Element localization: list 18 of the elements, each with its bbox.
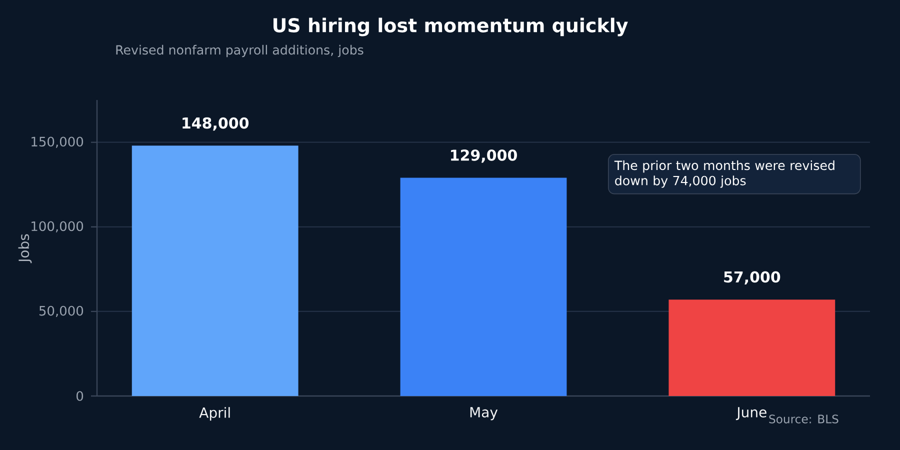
bar: [132, 146, 298, 396]
chart-subtitle: Revised nonfarm payroll additions, jobs: [116, 44, 364, 58]
x-tick-label: May: [470, 407, 498, 420]
bar: [400, 178, 567, 396]
y-axis-title: Jobs: [18, 234, 32, 264]
y-tick-label: 150,000: [32, 136, 84, 148]
x-tick-label: April: [199, 407, 230, 421]
x-tick-label: June: [736, 407, 766, 420]
chart-title: US hiring lost momentum quickly: [274, 18, 628, 36]
y-tick-label: 100,000: [32, 221, 84, 232]
y-tick-label: 50,000: [39, 306, 84, 318]
source-note: Source: BLS: [769, 414, 838, 424]
y-tick-label: 0: [76, 391, 84, 401]
bar: [668, 300, 836, 396]
data-label: 129,000: [451, 149, 517, 163]
data-label: 57,000: [724, 271, 780, 285]
data-label: 148,000: [182, 117, 249, 131]
annotation: The prior two months were revised down by 74,000 jobs: [614, 160, 834, 188]
